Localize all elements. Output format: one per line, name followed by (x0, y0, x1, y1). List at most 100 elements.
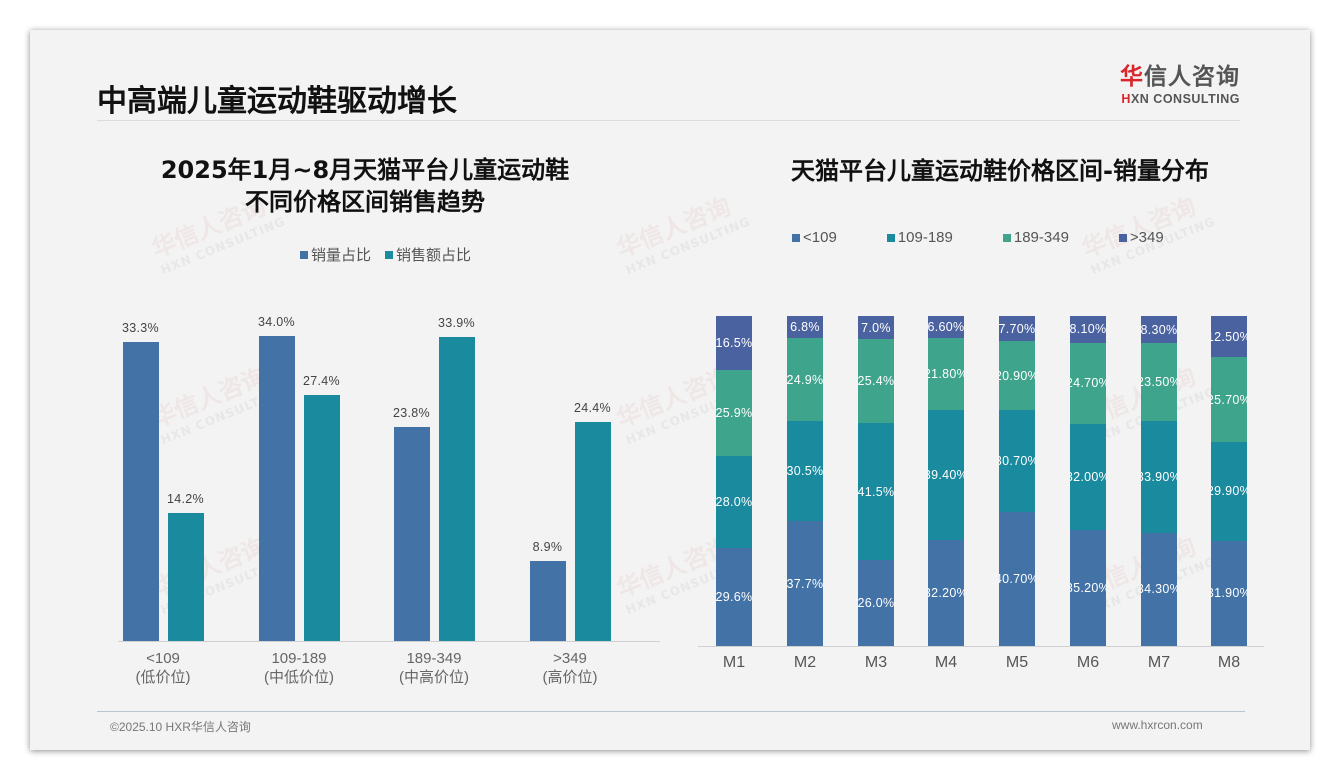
title-divider (97, 120, 1240, 121)
segment-value-label: 25.4% (858, 374, 894, 389)
slide: 中高端儿童运动鞋驱动增长 华信人咨询 HXN CONSULTING 华信人咨询 H… (30, 30, 1310, 750)
segment-value-label: 32.20% (928, 585, 964, 600)
segment-value-label: 25.9% (716, 406, 752, 421)
page-title: 中高端儿童运动鞋驱动增长 (97, 84, 457, 119)
bar-sales-amount (167, 513, 204, 641)
left-chart-title: 2025年1月~8月天猫平台儿童运动鞋 不同价格区间销售趋势 (120, 154, 610, 218)
bar-value-label: 8.9% (532, 540, 563, 555)
segment-value-label: 8.30% (1141, 322, 1177, 337)
bar-sales-amount (303, 394, 340, 641)
segment-value-label: 16.5% (716, 336, 752, 351)
segment-value-label: 20.90% (999, 368, 1035, 383)
legend-item: 109-189 (886, 229, 953, 246)
left-chart-legend: 销量占比 销售额占比 (300, 244, 471, 265)
logo-red-char: 华 (1120, 64, 1144, 90)
legend-item: <109 (792, 229, 837, 246)
segment-value-label: 25.70% (1211, 392, 1247, 407)
stack-segment: 39.40% (928, 409, 964, 540)
stack-segment: 25.70% (1211, 357, 1247, 443)
legend-swatch-icon (886, 233, 895, 242)
legend-item: 销售额占比 (385, 244, 471, 265)
stack-segment: 30.70% (999, 410, 1035, 512)
right-chart-legend: <109 109-189 189-349 >349 (792, 229, 1164, 246)
segment-value-label: 7.70% (999, 321, 1035, 336)
segment-value-label: 7.0% (861, 320, 891, 335)
legend-item: 销量占比 (300, 244, 371, 265)
stack-segment: 24.70% (1070, 342, 1106, 425)
category-tier: (中高价位) (399, 669, 469, 686)
legend-swatch-icon (792, 233, 800, 242)
right-chart-title: 天猫平台儿童运动鞋价格区间-销量分布 (791, 157, 1209, 185)
stack-segment: 16.5% (716, 316, 752, 371)
category-label: >349 (高价位) (510, 649, 630, 687)
category-tier: (低价位) (135, 669, 191, 686)
stack-segment: 6.8% (787, 316, 823, 339)
category-label: 189-349 (中高价位) (374, 649, 494, 687)
segment-value-label: 41.5% (858, 484, 894, 499)
segment-value-label: 29.90% (1211, 484, 1247, 499)
bar-sales-volume (122, 341, 159, 641)
stack-segment: 25.9% (716, 370, 752, 456)
stack-segment: 33.90% (1141, 420, 1177, 533)
category-range: >349 (553, 650, 587, 667)
watermark-en: HXN CONSULTING (623, 214, 753, 278)
month-label: M4 (934, 654, 958, 671)
x-axis-line (118, 641, 660, 642)
stack-segment: 6.60% (928, 316, 964, 338)
bar-value-label: 33.3% (122, 320, 159, 335)
segment-value-label: 21.80% (928, 366, 964, 381)
segment-value-label: 28.0% (716, 495, 752, 510)
segment-value-label: 6.60% (928, 319, 964, 334)
legend-label: 销售额占比 (396, 247, 472, 264)
segment-value-label: 39.40% (928, 467, 964, 482)
category-range: 189-349 (406, 650, 462, 667)
stack-segment: 12.50% (1211, 316, 1247, 358)
bar-sales-amount (438, 336, 475, 641)
stack-segment: 37.7% (787, 521, 823, 646)
stack-segment: 35.20% (1070, 529, 1106, 646)
legend-swatch-icon (385, 250, 394, 259)
stack-segment: 41.5% (858, 423, 894, 561)
legend-label: 109-189 (897, 229, 953, 246)
legend-label: <109 (803, 229, 837, 246)
segment-value-label: 40.70% (999, 571, 1035, 586)
legend-label: 销量占比 (311, 247, 372, 264)
logo-en-text: XN CONSULTING (1130, 92, 1240, 106)
category-label: <109 (低价位) (103, 649, 223, 687)
segment-value-label: 6.8% (790, 320, 820, 335)
month-label: M3 (864, 654, 888, 671)
stack-segment: 28.0% (716, 455, 752, 549)
month-label: M2 (793, 654, 817, 671)
bar-value-label: 24.4% (574, 400, 611, 415)
bar-sales-volume (393, 427, 430, 641)
legend-swatch-icon (300, 250, 308, 259)
category-tier: (高价位) (542, 669, 598, 686)
bar-value-label: 14.2% (167, 492, 204, 507)
logo-chinese: 华信人咨询 (1110, 63, 1240, 91)
segment-value-label: 34.30% (1141, 582, 1177, 597)
category-tier: (中低价位) (264, 669, 334, 686)
segment-value-label: 33.90% (1141, 469, 1177, 484)
logo-cn-text: 信人咨询 (1144, 64, 1240, 90)
logo-red-letter: H (1121, 92, 1131, 106)
category-range: <109 (146, 650, 180, 667)
legend-item: >349 (1118, 229, 1164, 246)
legend-swatch-icon (1002, 233, 1011, 242)
watermark-en: HXN CONSULTING (158, 214, 288, 278)
stack-segment: 29.90% (1211, 442, 1247, 541)
stack-segment: 30.5% (787, 420, 823, 522)
stack-segment: 34.30% (1141, 532, 1177, 646)
company-logo: 华信人咨询 HXN CONSULTING (1110, 63, 1240, 107)
stack-segment: 23.50% (1141, 343, 1177, 421)
bar-sales-volume (529, 561, 566, 641)
stack-segment: 21.80% (928, 337, 964, 410)
logo-english: HXN CONSULTING (1110, 91, 1240, 107)
stack-segment: 8.30% (1141, 316, 1177, 344)
stack-segment: 26.0% (858, 560, 894, 646)
stack-segment: 24.9% (787, 338, 823, 421)
bar-value-label: 23.8% (393, 406, 430, 421)
footer-website: www.hxrcon.com (1112, 718, 1203, 732)
segment-value-label: 30.5% (787, 464, 823, 479)
month-label: M1 (722, 654, 746, 671)
